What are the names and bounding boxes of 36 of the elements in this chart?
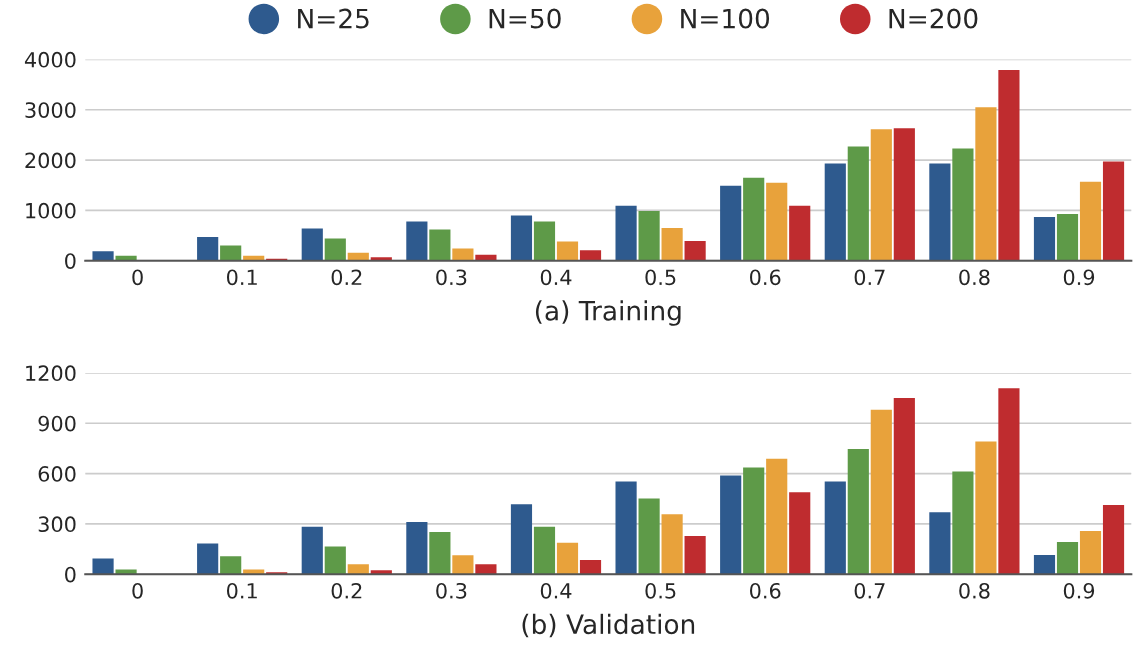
y-tick-label: 1000 [26, 202, 76, 219]
x-tick-label: 0.9 [1063, 269, 1095, 286]
y-tick-label: 300 [38, 516, 76, 533]
x-tick-label: 0.1 [226, 269, 257, 286]
y-tick-label: 900 [38, 415, 76, 432]
x-tick-label: 0.9 [1063, 582, 1095, 599]
x-tick-label: 0.5 [645, 582, 676, 599]
y-tick-label: 2000 [25, 152, 76, 169]
legend-label: N=100 [681, 8, 770, 29]
x-tick-label: 0.7 [854, 582, 885, 599]
x-tick-label: 0.3 [436, 582, 467, 599]
x-axis-title: (b) Validation [522, 613, 695, 638]
x-tick-label: 0.8 [959, 582, 990, 599]
x-tick-label: 0.5 [645, 269, 676, 286]
x-tick-label: 0.6 [750, 582, 781, 599]
x-tick-label: 0.4 [540, 582, 572, 599]
x-tick-label: 0 [132, 269, 143, 286]
x-axis-title: (a) Training [535, 300, 681, 326]
x-tick-label: 0.6 [750, 269, 781, 286]
x-tick-label: 0.8 [959, 269, 990, 286]
y-tick-label: 4000 [24, 51, 76, 68]
y-tick-label: 1200 [26, 365, 76, 382]
x-tick-label: 0.2 [331, 582, 362, 599]
x-tick-label: 0.1 [226, 582, 257, 599]
y-tick-label: 0 [65, 253, 76, 269]
x-tick-label: 0 [132, 582, 143, 599]
legend-label: N=50 [489, 8, 561, 29]
y-tick-label: 3000 [25, 102, 76, 118]
legend-label: N=200 [889, 8, 978, 29]
y-tick-label: 600 [38, 466, 76, 482]
x-tick-label: 0.7 [854, 269, 885, 286]
x-tick-label: 0.4 [540, 269, 572, 286]
legend-label: N=25 [298, 8, 369, 29]
y-tick-label: 0 [65, 566, 76, 583]
x-tick-label: 0.2 [331, 269, 362, 286]
x-tick-label: 0.3 [436, 269, 467, 286]
